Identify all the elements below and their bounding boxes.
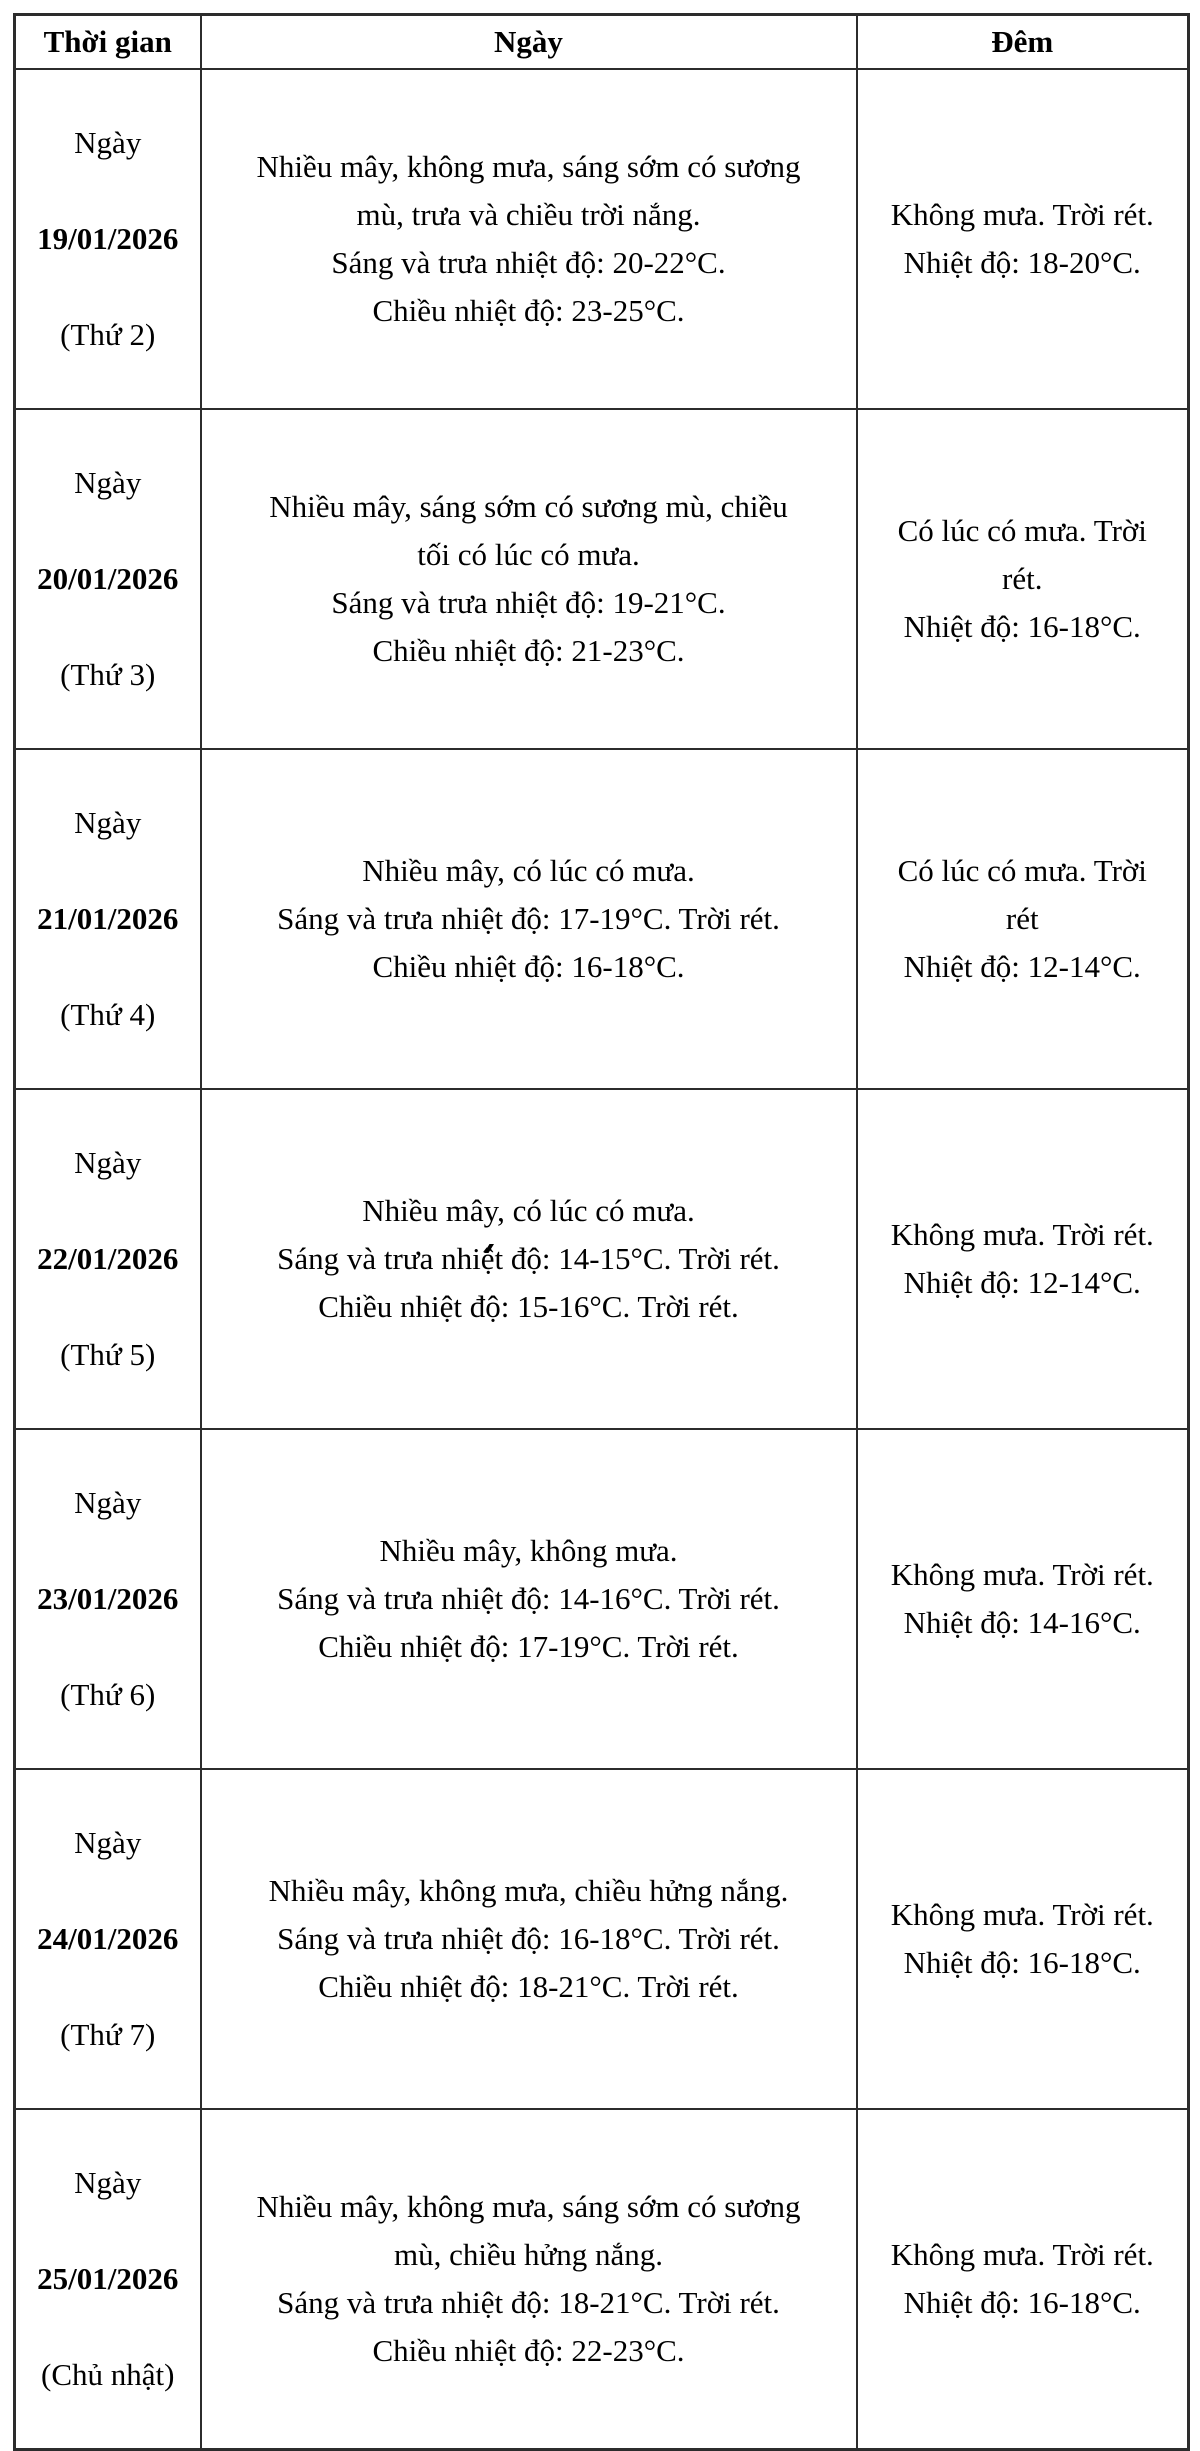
cell-night-forecast: Không mưa. Trời rét. Nhiệt độ: 12-14°C. bbox=[855, 1088, 1190, 1430]
table-header-row: Thời gian Ngày Đêm bbox=[13, 13, 1190, 70]
cell-night-forecast: Có lúc có mưa. Trời rét. Nhiệt độ: 16-18… bbox=[855, 408, 1190, 750]
cell-night-forecast: Không mưa. Trời rét. Nhiệt độ: 18-20°C. bbox=[855, 68, 1190, 410]
time-date: 19/01/2026 bbox=[37, 221, 179, 256]
time-date: 25/01/2026 bbox=[37, 2261, 179, 2296]
cell-day-forecast: Nhiều mây, không mưa, sáng sớm có sương … bbox=[199, 68, 858, 410]
time-weekday: (Thứ 3) bbox=[60, 657, 156, 692]
cell-time: Ngày 25/01/2026 (Chủ nhật) bbox=[13, 2108, 202, 2451]
time-weekday: (Thứ 2) bbox=[60, 317, 156, 352]
cell-night-forecast: Không mưa. Trời rét. Nhiệt độ: 16-18°C. bbox=[855, 2108, 1190, 2451]
time-date: 21/01/2026 bbox=[37, 901, 179, 936]
header-day: Ngày bbox=[199, 13, 858, 70]
cell-day-forecast: Nhiều mây, không mưa. Sáng và trưa nhiệt… bbox=[199, 1428, 858, 1770]
table-row: Ngày 22/01/2026 (Thứ 5) Nhiều mây, có lú… bbox=[13, 1088, 1190, 1430]
time-date: 24/01/2026 bbox=[37, 1921, 179, 1956]
table-row: Ngày 21/01/2026 (Thứ 4) Nhiều mây, có lú… bbox=[13, 748, 1190, 1090]
table-row: Ngày 24/01/2026 (Thứ 7) Nhiều mây, không… bbox=[13, 1768, 1190, 2110]
time-weekday: (Thứ 6) bbox=[60, 1677, 156, 1712]
time-prefix: Ngày bbox=[74, 2165, 142, 2200]
time-weekday: (Thứ 4) bbox=[60, 997, 156, 1032]
time-prefix: Ngày bbox=[74, 1825, 142, 1860]
header-time: Thời gian bbox=[13, 13, 202, 70]
table-row: Ngày 25/01/2026 (Chủ nhật) Nhiều mây, kh… bbox=[13, 2108, 1190, 2451]
time-date: 22/01/2026 bbox=[37, 1241, 179, 1276]
header-night: Đêm bbox=[855, 13, 1190, 70]
table-row: Ngày 20/01/2026 (Thứ 3) Nhiều mây, sáng … bbox=[13, 408, 1190, 750]
cell-day-forecast: Nhiều mây, có lúc có mưa. Sáng và trưa n… bbox=[199, 1088, 858, 1430]
time-prefix: Ngày bbox=[74, 1485, 142, 1520]
time-weekday: (Chủ nhật) bbox=[41, 2357, 175, 2392]
cell-time: Ngày 21/01/2026 (Thứ 4) bbox=[13, 748, 202, 1090]
time-date: 23/01/2026 bbox=[37, 1581, 179, 1616]
cell-time: Ngày 23/01/2026 (Thứ 6) bbox=[13, 1428, 202, 1770]
cell-time: Ngày 19/01/2026 (Thứ 2) bbox=[13, 68, 202, 410]
cell-day-forecast: Nhiều mây, có lúc có mưa. Sáng và trưa n… bbox=[199, 748, 858, 1090]
time-weekday: (Thứ 5) bbox=[60, 1337, 156, 1372]
cell-time: Ngày 22/01/2026 (Thứ 5) bbox=[13, 1088, 202, 1430]
cell-time: Ngày 20/01/2026 (Thứ 3) bbox=[13, 408, 202, 750]
clipped-letter-accent-fragment bbox=[484, 1244, 494, 1253]
time-weekday: (Thứ 7) bbox=[60, 2017, 156, 2052]
time-prefix: Ngày bbox=[74, 465, 142, 500]
time-date: 20/01/2026 bbox=[37, 561, 179, 596]
time-prefix: Ngày bbox=[74, 1145, 142, 1180]
time-prefix: Ngày bbox=[74, 125, 142, 160]
table-row: Ngày 23/01/2026 (Thứ 6) Nhiều mây, không… bbox=[13, 1428, 1190, 1770]
cell-day-forecast: Nhiều mây, sáng sớm có sương mù, chiều t… bbox=[199, 408, 858, 750]
cell-day-forecast: Nhiều mây, không mưa, sáng sớm có sương … bbox=[199, 2108, 858, 2451]
cell-day-forecast: Nhiều mây, không mưa, chiều hửng nắng. S… bbox=[199, 1768, 858, 2110]
cell-time: Ngày 24/01/2026 (Thứ 7) bbox=[13, 1768, 202, 2110]
cell-night-forecast: Không mưa. Trời rét. Nhiệt độ: 16-18°C. bbox=[855, 1768, 1190, 2110]
table-row: Ngày 19/01/2026 (Thứ 2) Nhiều mây, không… bbox=[13, 68, 1190, 410]
cell-night-forecast: Không mưa. Trời rét. Nhiệt độ: 14-16°C. bbox=[855, 1428, 1190, 1770]
weather-forecast-table: Thời gian Ngày Đêm Ngày 19/01/2026 (Thứ … bbox=[13, 13, 1190, 2451]
time-prefix: Ngày bbox=[74, 805, 142, 840]
cell-night-forecast: Có lúc có mưa. Trời rét Nhiệt độ: 12-14°… bbox=[855, 748, 1190, 1090]
